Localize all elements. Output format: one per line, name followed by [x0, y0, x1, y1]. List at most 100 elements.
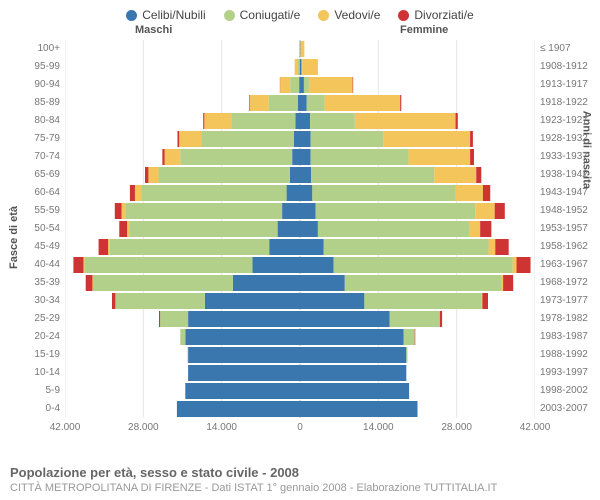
- year-label: 2003-2007: [540, 404, 600, 414]
- bar-male: [290, 167, 300, 183]
- legend-item: Vedovi/e: [318, 8, 380, 22]
- bar-male: [233, 275, 300, 291]
- chart-subtitle: CITTÀ METROPOLITANA DI FIRENZE - Dati IS…: [10, 482, 497, 494]
- age-label: 70-74: [0, 152, 60, 162]
- bar-female: [300, 185, 312, 201]
- bar-male: [188, 365, 300, 381]
- bar-female: [483, 185, 490, 201]
- bar-female: [390, 311, 440, 327]
- year-label: 1913-1917: [540, 80, 600, 90]
- year-label: 1918-1922: [540, 98, 600, 108]
- bar-male: [295, 59, 298, 75]
- year-label: 1938-1942: [540, 170, 600, 180]
- bar-female: [311, 131, 384, 147]
- chart-title: Popolazione per età, sesso e stato civil…: [10, 465, 497, 480]
- bar-male: [108, 239, 110, 255]
- year-label: 1953-1957: [540, 224, 600, 234]
- age-label: 65-69: [0, 170, 60, 180]
- year-label: 1983-1987: [540, 332, 600, 342]
- bar-female: [455, 185, 483, 201]
- age-label: 90-94: [0, 80, 60, 90]
- bar-male: [158, 167, 289, 183]
- bar-female: [513, 257, 517, 273]
- age-label: 15-19: [0, 350, 60, 360]
- bar-female: [300, 131, 311, 147]
- bar-male: [125, 203, 282, 219]
- bar-female: [312, 185, 455, 201]
- bar-female: [495, 203, 505, 219]
- bar-female: [409, 149, 471, 165]
- bar-female: [353, 77, 354, 93]
- age-label: 85-89: [0, 98, 60, 108]
- bar-male: [188, 347, 300, 363]
- bar-female: [302, 59, 318, 75]
- age-label: 95-99: [0, 62, 60, 72]
- bar-female: [345, 275, 502, 291]
- bar-female: [300, 329, 404, 345]
- bar-male: [130, 185, 135, 201]
- bar-male: [204, 113, 231, 129]
- bar-male: [298, 95, 300, 111]
- legend-swatch: [126, 10, 137, 21]
- bar-female: [300, 311, 390, 327]
- bar-female: [300, 59, 301, 75]
- legend-swatch: [224, 10, 235, 21]
- pyramid-svg: [65, 40, 535, 418]
- bar-female: [324, 239, 489, 255]
- bar-female: [440, 311, 442, 327]
- bar-male: [86, 275, 93, 291]
- bar-female: [307, 95, 325, 111]
- bar-male: [160, 311, 188, 327]
- year-label: 1923-1927: [540, 116, 600, 126]
- chart-footer: Popolazione per età, sesso e stato civil…: [10, 465, 497, 494]
- year-label: 1928-1932: [540, 134, 600, 144]
- bar-female: [325, 95, 401, 111]
- bar-male: [185, 383, 300, 399]
- year-label: 1998-2002: [540, 386, 600, 396]
- header-male: Maschi: [135, 24, 172, 36]
- bar-female: [318, 221, 469, 237]
- bar-female: [310, 113, 355, 129]
- bar-female: [316, 203, 475, 219]
- year-label: 1993-1997: [540, 368, 600, 378]
- bar-female: [309, 77, 353, 93]
- year-label: 1943-1947: [540, 188, 600, 198]
- year-label: 1978-1982: [540, 314, 600, 324]
- bar-male: [73, 257, 83, 273]
- bar-female: [434, 167, 476, 183]
- bar-male: [115, 203, 122, 219]
- bar-male: [249, 95, 250, 111]
- x-tick-label: 28.000: [128, 422, 159, 433]
- year-label: 1908-1912: [540, 62, 600, 72]
- legend: Celibi/NubiliConiugati/eVedovi/eDivorzia…: [0, 0, 600, 24]
- bar-male: [148, 167, 158, 183]
- bar-male: [127, 221, 129, 237]
- bar-female: [489, 239, 496, 255]
- age-label: 60-64: [0, 188, 60, 198]
- bar-female: [501, 275, 503, 291]
- bar-male: [188, 311, 300, 327]
- bar-male: [202, 131, 294, 147]
- bar-male: [110, 239, 269, 255]
- header-female: Femmine: [400, 24, 448, 36]
- bar-male: [141, 185, 286, 201]
- x-tick-label: 42.000: [50, 422, 81, 433]
- bar-female: [355, 113, 456, 129]
- bar-male: [145, 167, 148, 183]
- bar-female: [304, 77, 309, 93]
- year-label: 1973-1977: [540, 296, 600, 306]
- legend-item: Celibi/Nubili: [126, 8, 205, 22]
- bar-male: [231, 113, 295, 129]
- x-tick-label: 0: [297, 422, 303, 433]
- age-label: 25-29: [0, 314, 60, 324]
- bar-male: [179, 131, 201, 147]
- age-label: 20-24: [0, 332, 60, 342]
- bar-female: [300, 113, 310, 129]
- bar-male: [299, 77, 300, 93]
- pyramid-chart: Fasce di età Anni di nascita 0-42003-200…: [0, 40, 600, 440]
- bar-male: [188, 347, 189, 363]
- bar-female: [300, 167, 311, 183]
- bar-male: [129, 221, 277, 237]
- bar-female: [300, 257, 334, 273]
- bar-female: [311, 149, 409, 165]
